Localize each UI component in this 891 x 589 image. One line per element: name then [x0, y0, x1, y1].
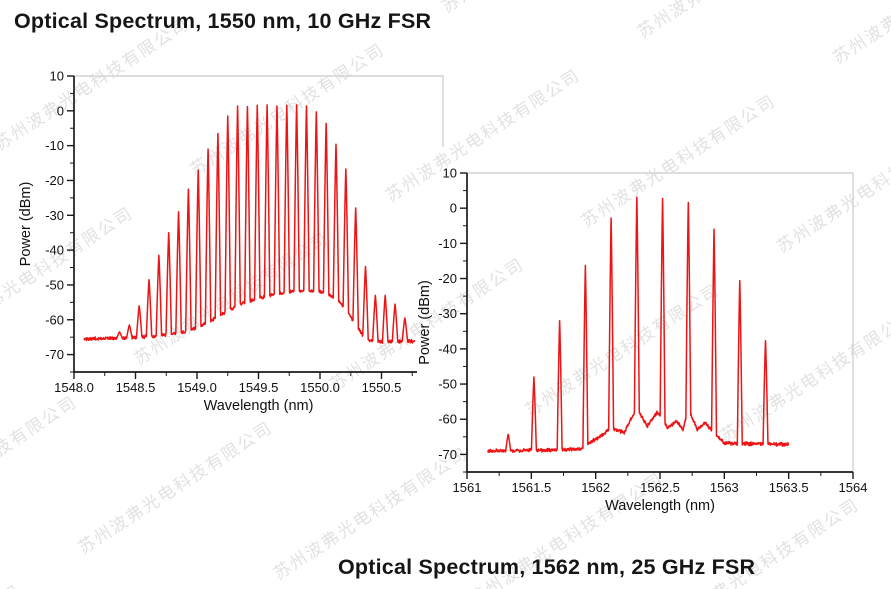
x-tick-label: 1563: [710, 480, 739, 495]
y-tick-label: -30: [438, 306, 457, 321]
y-tick-label: -50: [438, 377, 457, 392]
title-top: Optical Spectrum, 1550 nm, 10 GHz FSR: [14, 9, 432, 33]
spectrum-trace: [83, 104, 416, 345]
x-tick-label: 1561: [453, 480, 482, 495]
x-tick-label: 1550.0: [300, 380, 340, 395]
x-tick-label: 1548.5: [116, 380, 156, 395]
chart-1562nm: 1561 1561.5 1562 1562.5 1563 1563.5 1564 10 0 -10…: [417, 147, 891, 537]
y-tick-label: -10: [438, 236, 457, 251]
y-tick-label: -10: [45, 138, 64, 153]
watermark-text: 苏州波弗光电科技有限公司: [436, 0, 641, 17]
y-tick-label: 0: [57, 103, 64, 118]
y-tick-label: -20: [438, 271, 457, 286]
y-axis-label: Power (dBm): [417, 280, 433, 365]
x-axis-label: Wavelength (nm): [204, 398, 314, 414]
x-tick-label: 1550.5: [362, 380, 402, 395]
watermark-text: 苏州波弗光电科技有限公司: [631, 0, 836, 43]
y-tick-label: -60: [438, 412, 457, 427]
x-axis-label: Wavelength (nm): [605, 498, 715, 514]
chart-canvas: [0, 50, 462, 425]
watermark-text: 苏州波弗光电科技有限公司: [827, 0, 891, 69]
watermark-text: 苏州波弗光电科技有限公司: [74, 417, 277, 558]
y-tick-label: 10: [50, 69, 64, 84]
ticks: [67, 75, 413, 379]
y-tick-label: 10: [443, 166, 457, 181]
ticks: [460, 172, 854, 479]
x-tick-label: 1549.5: [239, 380, 279, 395]
y-tick-label: -40: [438, 341, 457, 356]
y-tick-label: -20: [45, 173, 64, 188]
y-axis-label: Power (dBm): [18, 182, 34, 267]
chart-canvas: [417, 147, 891, 537]
tick-labels: 1548.0 1548.5 1549.0 1549.5 1550.0 1550.5 10 0 -…: [45, 69, 401, 396]
y-tick-label: -40: [45, 243, 64, 258]
x-tick-label: 1562: [581, 480, 610, 495]
y-tick-label: -70: [438, 447, 457, 462]
y-tick-label: -50: [45, 277, 64, 292]
spine-top-right: [467, 172, 854, 472]
x-tick-label: 1563.5: [769, 480, 809, 495]
spectrum-trace: [486, 196, 790, 453]
title-bottom: Optical Spectrum, 1562 nm, 25 GHz FSR: [338, 555, 756, 579]
x-tick-label: 1562.5: [640, 480, 680, 495]
tick-labels: 1561 1561.5 1562 1562.5 1563 1563.5 1564 10 0 -10…: [438, 166, 867, 496]
x-tick-label: 1561.5: [511, 480, 551, 495]
y-tick-label: -30: [45, 208, 64, 223]
y-tick-label: -70: [45, 347, 64, 362]
watermark-text: 苏州波弗光电科技有限公司: [0, 577, 25, 589]
chart-1550nm: 1548.0 1548.5 1549.0 1549.5 1550.0 1550.5 10 0 -…: [0, 50, 462, 425]
y-tick-label: -60: [45, 312, 64, 327]
x-tick-label: 1564: [839, 480, 868, 495]
y-tick-label: 0: [450, 201, 457, 216]
x-tick-label: 1549.0: [177, 380, 217, 395]
x-tick-label: 1548.0: [54, 380, 94, 395]
chart-1562nm-svg: 1561 1561.5 1562 1562.5 1563 1563.5 1564 10 0 -10…: [417, 147, 891, 537]
chart-1550nm-svg: 1548.0 1548.5 1549.0 1549.5 1550.0 1550.5 10 0 -…: [0, 50, 462, 425]
